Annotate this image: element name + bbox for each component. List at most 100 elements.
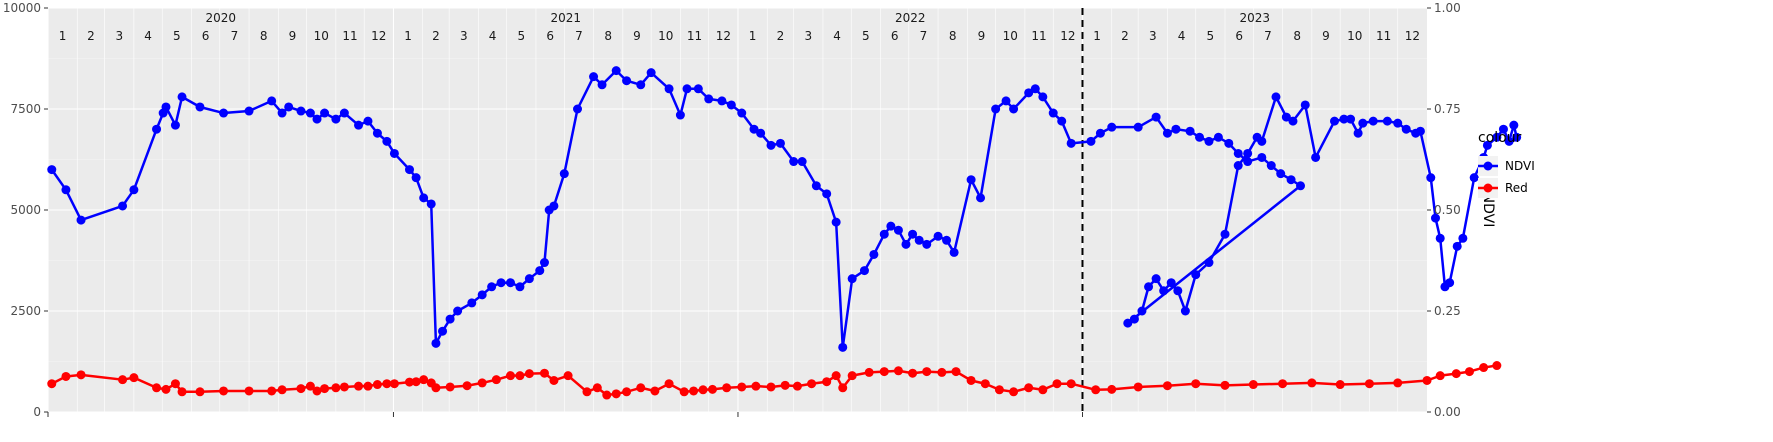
month-label: 12 [1405,29,1420,43]
point-red [411,377,421,387]
point-red [320,384,330,394]
y-right-tick-label: 0.75 [1434,102,1461,116]
month-label: 12 [716,29,731,43]
point-ndvi [152,124,162,134]
point-ndvi [1358,118,1368,128]
point-ndvi [1024,88,1034,98]
point-red [339,382,349,392]
point-red [354,381,364,391]
month-label: 5 [518,29,526,43]
point-ndvi [1144,282,1154,292]
point-ndvi [797,157,807,167]
point-red [76,370,86,380]
point-ndvi [445,314,455,324]
point-ndvi [966,175,976,185]
month-label: 3 [1149,29,1157,43]
point-ndvi [1191,270,1201,280]
point-ndvi [549,201,559,211]
point-ndvi [664,84,674,94]
month-label: 6 [1235,29,1243,43]
y-right-tick-label: 1.00 [1434,1,1461,15]
point-ndvi [749,124,759,134]
point-ndvi [675,110,685,120]
point-ndvi [838,342,848,352]
point-ndvi [505,278,515,288]
point-red [864,367,874,377]
point-ndvi [129,185,139,195]
point-ndvi [1445,278,1455,288]
point-ndvi [1300,100,1310,110]
point-ndvi [467,298,477,308]
point-ndvi [244,106,254,116]
point-red [1162,381,1172,391]
point-ndvi [1266,161,1276,171]
month-label: 3 [115,29,123,43]
point-ndvi [1224,138,1234,148]
month-label: 5 [862,29,870,43]
point-ndvi [1243,157,1253,167]
point-red [170,379,180,389]
point-ndvi [1123,318,1133,328]
point-red [1278,379,1288,389]
point-ndvi [195,102,205,112]
point-ndvi [1195,132,1205,142]
point-ndvi [1233,161,1243,171]
month-label: 7 [231,29,239,43]
point-red [177,387,187,397]
point-ndvi [1469,173,1479,183]
point-ndvi [976,193,986,203]
point-red [847,371,857,381]
point-red [129,373,139,383]
point-ndvi [1066,138,1076,148]
point-ndvi [477,290,487,300]
month-label: 2 [432,29,440,43]
month-label: 4 [489,29,497,43]
point-ndvi [1030,84,1040,94]
month-label: 9 [978,29,986,43]
point-ndvi [61,185,71,195]
month-label: 4 [1178,29,1186,43]
point-red [602,390,612,400]
point-red [382,379,392,389]
point-ndvi [1173,286,1183,296]
point-red [582,387,592,397]
point-ndvi [354,120,364,130]
month-label: 10 [658,29,673,43]
month-label: 9 [1322,29,1330,43]
point-ndvi [177,92,187,102]
x-axis [47,412,1083,417]
point-red [1479,363,1489,373]
point-red [1307,378,1317,388]
point-ndvi [704,94,714,104]
y-right-tick-label: 0.50 [1434,203,1461,217]
point-red [1091,385,1101,395]
point-ndvi [1009,104,1019,114]
point-red [879,367,889,377]
month-label: 10 [314,29,329,43]
point-ndvi [372,128,382,138]
point-red [636,383,646,393]
point-ndvi [611,66,621,76]
point-ndvi [901,239,911,249]
point-red [312,386,322,396]
point-ndvi [118,201,128,211]
point-ndvi [320,108,330,118]
point-ndvi [1204,136,1214,146]
point-ndvi [1281,112,1291,122]
point-red [267,386,277,396]
point-red [689,386,699,396]
point-red [296,384,306,394]
point-ndvi [305,108,315,118]
point-ndvi [539,258,549,268]
point-red [698,385,708,395]
point-ndvi [496,278,506,288]
point-ndvi [737,108,747,118]
point-ndvi [1452,241,1462,251]
point-ndvi [869,249,879,259]
y-axis-right-label: NDVI [1480,193,1496,228]
point-ndvi [1107,122,1117,132]
point-ndvi [1458,233,1468,243]
y-right-tick-label: 0.25 [1434,304,1461,318]
month-label: 1 [1093,29,1101,43]
month-label: 2 [777,29,785,43]
